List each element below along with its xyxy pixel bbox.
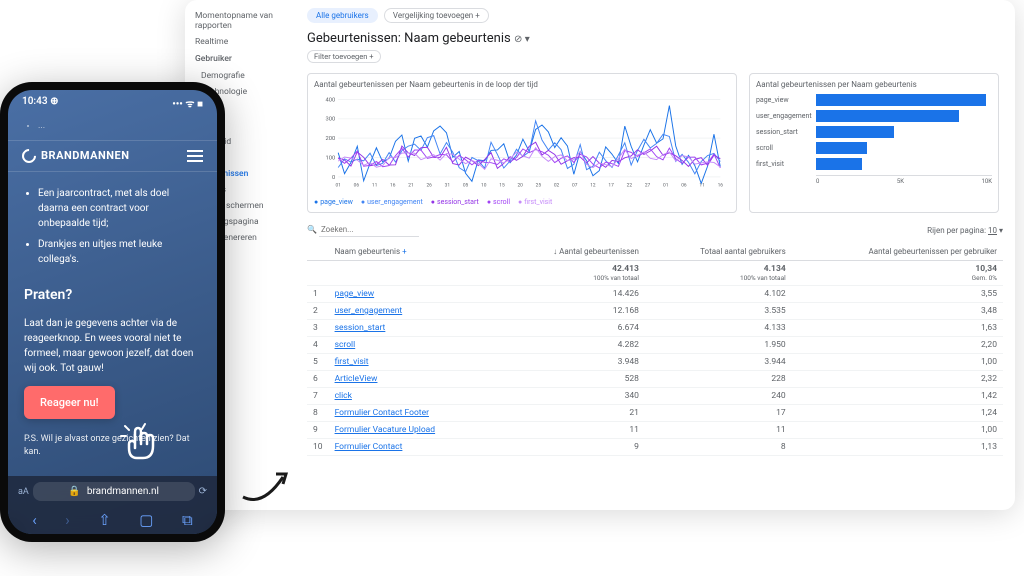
table-row[interactable]: 10Formulier Contact981,13 — [307, 439, 1003, 456]
svg-text:400: 400 — [326, 97, 336, 103]
total-users: 4.134100% van totaal — [645, 261, 792, 286]
phone-screen: 10:43 ⊕ ••• ᯤ ■ ... BRANDMANNEN Een jaar… — [8, 90, 217, 534]
logo-icon — [19, 146, 39, 166]
bar-row: session_start — [756, 125, 992, 139]
svg-text:02: 02 — [554, 183, 560, 189]
svg-text:200: 200 — [326, 136, 336, 142]
svg-text:11: 11 — [699, 183, 704, 189]
text-size-button[interactable]: aA — [18, 487, 29, 497]
dashboard-main: Alle gebruikers Vergelijking toevoegen +… — [295, 0, 1015, 510]
th-name[interactable]: Naam gebeurtenis + — [329, 243, 498, 261]
ps-text: P.S. Wil je alvast onze gezichten zien? … — [24, 433, 201, 460]
bar-row: page_view — [756, 93, 992, 107]
events-table: Naam gebeurtenis + ↓ Aantal gebeurteniss… — [307, 243, 1003, 456]
forward-icon[interactable]: › — [65, 511, 70, 529]
table-row[interactable]: 2user_engagement12.1683.5353,48 — [307, 303, 1003, 320]
svg-text:16: 16 — [718, 183, 724, 189]
table-row[interactable]: 7click3402401,42 — [307, 388, 1003, 405]
svg-text:05: 05 — [463, 183, 469, 189]
bookmarks-icon[interactable]: ▢ — [139, 511, 153, 529]
url-text: brandmannen.nl — [87, 486, 159, 497]
sidebar-item-realtime[interactable]: Realtime — [195, 34, 285, 50]
svg-text:100: 100 — [326, 155, 336, 161]
table-row[interactable]: 9Formulier Vacature Upload11111,00 — [307, 422, 1003, 439]
tabs-icon[interactable]: ⧉ — [182, 511, 193, 529]
sidebar-section-user[interactable]: Gebruiker — [195, 50, 285, 68]
share-icon[interactable]: ⇧ — [98, 511, 111, 529]
svg-text:22: 22 — [627, 183, 633, 189]
rows-per-page-select[interactable]: 10 — [988, 226, 997, 235]
sidebar-item-snapshot[interactable]: Momentopname van rapporten — [195, 8, 285, 34]
svg-text:11: 11 — [372, 183, 377, 189]
url-box[interactable]: 🔒 brandmannen.nl — [33, 482, 195, 501]
arrow-icon — [238, 462, 298, 512]
content-para: Laat dan je gegevens achter via de reage… — [24, 316, 201, 376]
svg-text:15: 15 — [499, 183, 505, 189]
lock-icon: 🔒 — [68, 486, 80, 497]
phone-header: BRANDMANNEN — [8, 140, 217, 172]
pill-row: Alle gebruikers Vergelijking toevoegen + — [307, 8, 1003, 23]
status-time: 10:43 ⊕ — [22, 96, 58, 110]
analytics-dashboard: Momentopname van rapporten Realtime Gebr… — [185, 0, 1015, 510]
table-row[interactable]: 8Formulier Contact Footer21171,24 — [307, 405, 1003, 422]
line-chart-card: Aantal gebeurtenissen per Naam gebeurten… — [307, 73, 737, 213]
bar-row: scroll — [756, 141, 992, 155]
page-title: Gebeurtenissen: Naam gebeurtenis ⊘ ▾ — [307, 31, 1003, 46]
svg-text:06: 06 — [681, 183, 687, 189]
pill-add-comparison[interactable]: Vergelijking toevoegen + — [384, 8, 489, 23]
table-row[interactable]: 5first_visit3.9483.9441,00 — [307, 354, 1003, 371]
th-users[interactable]: Totaal aantal gebruikers — [645, 243, 792, 261]
line-chart-svg: 400 300 200 100 0 01 06 11 16 21 26 31 05 10 15 20 25 02… — [314, 93, 730, 193]
svg-text:10: 10 — [481, 183, 487, 189]
reload-icon[interactable]: ⟳ — [199, 486, 207, 497]
search-input[interactable] — [319, 223, 419, 237]
svg-text:26: 26 — [426, 183, 432, 189]
sidebar-item-demografie[interactable]: Demografie — [195, 68, 285, 84]
browser-bar: aA 🔒 brandmannen.nl ⟳ ‹ › ⇧ ▢ ⧉ — [8, 476, 217, 534]
svg-text:27: 27 — [645, 183, 651, 189]
hamburger-icon[interactable] — [187, 150, 203, 162]
bar-row: user_engagement — [756, 109, 992, 123]
status-icons: ••• ᯤ ■ — [172, 96, 203, 110]
total-peruser: 10,34Gem. 0% — [792, 261, 1003, 286]
total-count: 42.413100% van totaal — [498, 261, 645, 286]
svg-text:06: 06 — [354, 183, 360, 189]
phone-mockup: 10:43 ⊕ ••• ᯤ ■ ... BRANDMANNEN Een jaar… — [0, 82, 225, 542]
bar-row: first_visit — [756, 157, 992, 171]
svg-text:20: 20 — [517, 183, 523, 189]
bar-chart-card: Aantal gebeurtenissen per Naam gebeurten… — [749, 73, 999, 213]
svg-text:01: 01 — [663, 183, 668, 189]
line-chart-title: Aantal gebeurtenissen per Naam gebeurten… — [314, 80, 730, 89]
svg-text:31: 31 — [445, 183, 450, 189]
bar-chart-title: Aantal gebeurtenissen per Naam gebeurten… — [756, 80, 992, 89]
svg-text:12: 12 — [590, 183, 596, 189]
svg-text:21: 21 — [408, 183, 413, 189]
svg-text:0: 0 — [332, 175, 335, 181]
th-count[interactable]: ↓ Aantal gebeurtenissen — [498, 243, 645, 261]
line-chart-legend: page_view user_engagement session_start … — [314, 198, 730, 206]
th-peruser[interactable]: Aantal gebeurtenissen per gebruiker — [792, 243, 1003, 261]
table-row[interactable]: 3session_start6.6744.1331,63 — [307, 320, 1003, 337]
search-row: 🔍 Rijen per pagina: 10 ▾ — [307, 223, 1003, 237]
svg-text:300: 300 — [326, 117, 336, 123]
back-icon[interactable]: ‹ — [32, 511, 37, 529]
svg-text:07: 07 — [572, 183, 578, 189]
filter-add-button[interactable]: Filter toevoegen + — [307, 50, 381, 63]
svg-text:25: 25 — [536, 183, 542, 189]
table-row[interactable]: 1page_view14.4264.1023,55 — [307, 286, 1003, 303]
pill-all-users[interactable]: Alle gebruikers — [307, 8, 378, 23]
table-row[interactable]: 6ArticleView5282282,32 — [307, 371, 1003, 388]
cta-button[interactable]: Reageer nu! — [24, 386, 115, 419]
phone-content: Een jaarcontract, met als doel daarna ee… — [8, 172, 217, 478]
svg-text:01: 01 — [335, 183, 340, 189]
brand-logo[interactable]: BRANDMANNEN — [22, 149, 129, 163]
bullet-1: Een jaarcontract, met als doel daarna ee… — [38, 186, 201, 231]
content-heading: Praten? — [24, 285, 201, 306]
table-row[interactable]: 4scroll4.2821.9502,20 — [307, 337, 1003, 354]
bullet-2: Drankjes en uitjes met leuke collega's. — [38, 237, 201, 267]
status-bar: 10:43 ⊕ ••• ᯤ ■ — [8, 90, 217, 114]
svg-text:16: 16 — [390, 183, 396, 189]
svg-text:17: 17 — [608, 183, 614, 189]
